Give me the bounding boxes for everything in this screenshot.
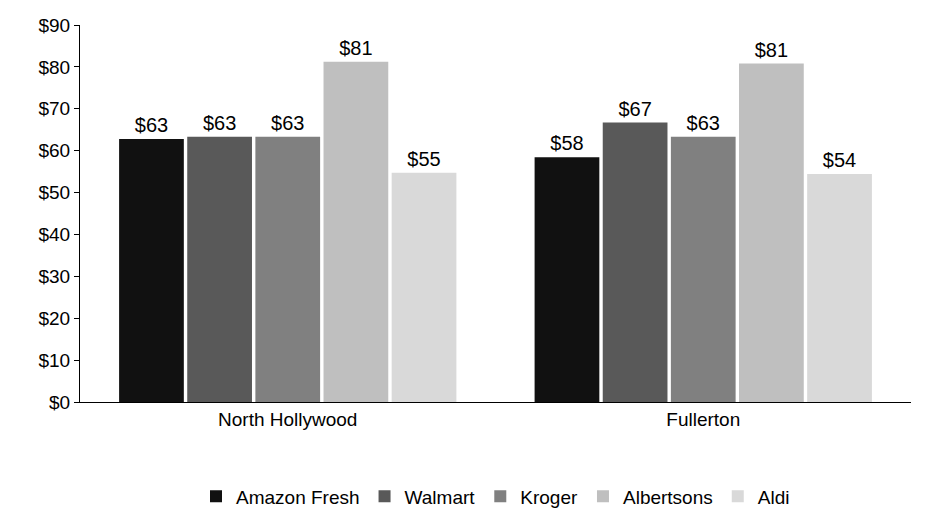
svg-text:$20: $20 <box>38 308 70 329</box>
svg-text:$50: $50 <box>38 182 70 203</box>
svg-text:$67: $67 <box>618 98 651 120</box>
svg-text:$90: $90 <box>38 15 70 36</box>
svg-text:Fullerton: Fullerton <box>666 409 740 430</box>
svg-text:Kroger: Kroger <box>520 487 578 508</box>
svg-text:$10: $10 <box>38 350 70 371</box>
svg-text:$30: $30 <box>38 266 70 287</box>
svg-text:$81: $81 <box>755 39 788 61</box>
svg-text:Aldi: Aldi <box>758 487 790 508</box>
svg-text:$63: $63 <box>135 114 168 136</box>
svg-text:$58: $58 <box>550 132 583 154</box>
svg-text:$63: $63 <box>203 112 236 134</box>
svg-text:$54: $54 <box>823 149 856 171</box>
svg-text:$40: $40 <box>38 224 70 245</box>
svg-text:Albertsons: Albertsons <box>623 487 713 508</box>
svg-text:Amazon Fresh: Amazon Fresh <box>236 487 360 508</box>
svg-text:Walmart: Walmart <box>405 487 476 508</box>
svg-text:$63: $63 <box>687 112 720 134</box>
svg-text:$60: $60 <box>38 140 70 161</box>
svg-text:$70: $70 <box>38 98 70 119</box>
svg-text:$63: $63 <box>271 112 304 134</box>
svg-text:$55: $55 <box>407 148 440 170</box>
svg-text:$80: $80 <box>38 57 70 78</box>
svg-text:North Hollywood: North Hollywood <box>218 409 357 430</box>
svg-text:$81: $81 <box>339 37 372 59</box>
svg-text:$0: $0 <box>49 392 70 413</box>
